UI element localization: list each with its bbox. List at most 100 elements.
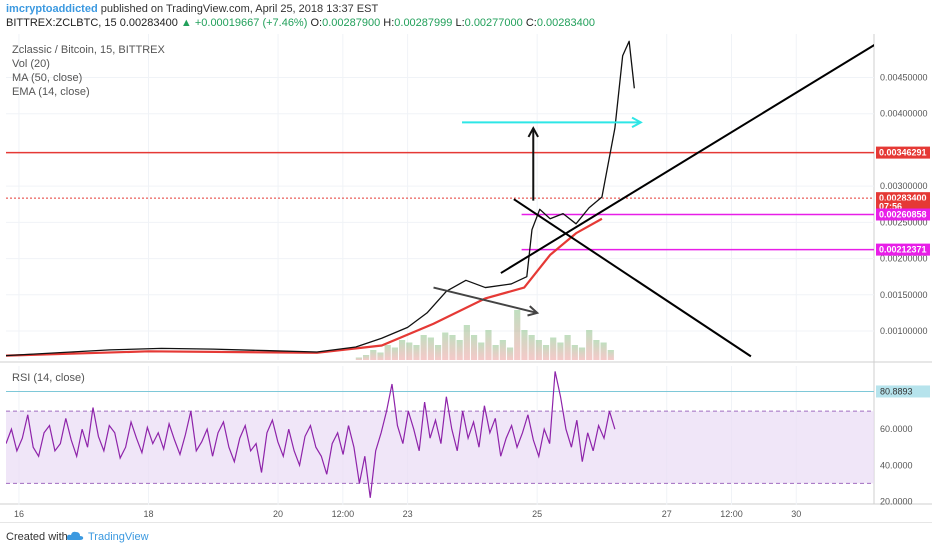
close-value: 0.00283400	[536, 17, 595, 29]
rsi-current-label: 80.8893	[876, 385, 930, 398]
volume-bar	[427, 337, 434, 360]
volume-bar	[391, 347, 398, 360]
price-tick-label: 0.00300000	[880, 181, 928, 191]
last-price: 0.00283400	[119, 17, 178, 29]
svg-text:0.00212371: 0.00212371	[879, 245, 927, 255]
rsi-band	[6, 411, 874, 484]
volume-bar	[586, 330, 593, 360]
trend-line[interactable]	[500, 41, 881, 274]
volume-bar	[485, 330, 492, 360]
x-tick-label: 12:00	[720, 509, 743, 519]
open-value: 0.00287900	[322, 17, 381, 29]
svg-text:07:56: 07:56	[879, 201, 902, 211]
legend-ma[interactable]: MA (50, close)	[12, 72, 83, 84]
legend-title: Zclassic / Bitcoin, 15, BITTREX	[12, 44, 165, 56]
volume-bar	[478, 342, 485, 360]
close-label: C:	[525, 17, 537, 29]
volume-bar	[398, 340, 406, 360]
price-tick-label: 0.00100000	[880, 326, 928, 336]
rsi-tick-label: 60.0000	[880, 424, 913, 434]
svg-text:0.00283400: 0.00283400	[879, 193, 927, 203]
volume-bar	[449, 335, 456, 360]
trend-line[interactable]	[513, 198, 752, 358]
publish-info: imcryptoaddicted published on TradingVie…	[6, 3, 378, 15]
legend-vol[interactable]: Vol (20)	[12, 58, 50, 70]
volume-bar	[499, 340, 506, 360]
svg-text:80.8893: 80.8893	[880, 386, 913, 396]
price-tick-label: 0.00450000	[880, 72, 928, 82]
volume-bar	[600, 342, 607, 360]
svg-text:0.00260858: 0.00260858	[879, 209, 927, 219]
main-pane	[6, 40, 881, 360]
published-text: published on TradingView.com, April 25, …	[100, 3, 379, 15]
volume-bar	[413, 345, 420, 360]
price-axis-label: 0.00260858	[876, 208, 930, 221]
legend-ema[interactable]: EMA (14, close)	[12, 86, 90, 98]
price-axis-label: 0.00212371	[876, 243, 930, 256]
volume-bar	[470, 335, 478, 360]
volume-bar	[535, 340, 542, 360]
open-label: O:	[310, 17, 323, 29]
volume-bar	[521, 330, 528, 360]
volume-bar	[564, 335, 571, 360]
x-tick-label: 23	[403, 509, 413, 519]
x-tick-label: 16	[14, 509, 24, 519]
symbol: BITTREX:ZCLBTC, 15	[6, 17, 117, 29]
volume-bar	[442, 332, 449, 360]
rsi-pane	[6, 371, 874, 498]
volume-bar	[593, 340, 600, 360]
volume-bar	[550, 337, 557, 360]
footer: Created with TradingView	[0, 522, 932, 551]
legend-rsi[interactable]: RSI (14, close)	[12, 372, 85, 384]
author-link[interactable]: imcryptoaddicted	[6, 3, 98, 15]
volume-bar	[571, 345, 578, 360]
volume-bar	[528, 335, 535, 360]
volume-bar	[607, 350, 614, 360]
arrow-annotation[interactable]	[433, 286, 540, 317]
volume-bar	[463, 325, 470, 360]
volume-bar	[492, 345, 499, 360]
x-tick-label: 25	[532, 509, 542, 519]
volume-bar	[377, 352, 384, 360]
volume-bar	[542, 345, 550, 360]
price-tick-label: 0.00400000	[880, 109, 928, 119]
price-change: +0.00019667 (+7.46%)	[194, 17, 308, 29]
price-axis-label: 0.00346291	[876, 146, 930, 159]
volume-bar	[434, 345, 442, 360]
rsi-line	[6, 371, 616, 498]
price-tick-label: 0.00150000	[880, 290, 928, 300]
header-bar: imcryptoaddicted published on TradingVie…	[0, 0, 932, 32]
volume-bar	[578, 347, 586, 360]
high-value: 0.00287999	[394, 17, 453, 29]
ma-line	[6, 217, 603, 357]
volume-bar	[362, 355, 370, 360]
chart-canvas[interactable]: 0.00450000 0.00400000 0.00300000 0.00250000…	[0, 0, 932, 522]
volume-bar	[420, 335, 427, 360]
tradingview-cloud-icon	[66, 531, 84, 540]
price-line	[6, 40, 635, 357]
volume-bar	[355, 357, 362, 360]
high-label: H:	[383, 17, 395, 29]
created-with-text: Created with	[6, 531, 68, 543]
arrow-annotation[interactable]	[462, 116, 643, 129]
x-tick-label: 30	[791, 509, 801, 519]
x-tick-label: 20	[273, 509, 283, 519]
x-tick-label: 27	[662, 509, 672, 519]
rsi-tick-label: 20.0000	[880, 496, 913, 506]
ohlc-line: BITTREX:ZCLBTC, 15 0.00283400 ▲ +0.00019…	[6, 17, 595, 29]
price-tick-label: 0.00200000	[880, 254, 928, 264]
svg-text:0.00346291: 0.00346291	[879, 148, 927, 158]
volume-bar	[370, 350, 377, 360]
low-value: 0.00277000	[464, 17, 523, 29]
volume-bar	[456, 340, 463, 360]
x-tick-label: 12:00	[332, 509, 355, 519]
price-tick-label: 0.00250000	[880, 217, 928, 227]
arrow-annotation[interactable]	[527, 126, 539, 201]
tradingview-brand-link[interactable]: TradingView	[88, 531, 149, 543]
rsi-tick-label: 40.0000	[880, 460, 913, 470]
volume-bar	[384, 345, 391, 360]
volume-bar	[506, 347, 514, 360]
volume-bar	[557, 342, 564, 360]
volume-bar	[514, 310, 521, 360]
volume-bar	[406, 342, 413, 360]
